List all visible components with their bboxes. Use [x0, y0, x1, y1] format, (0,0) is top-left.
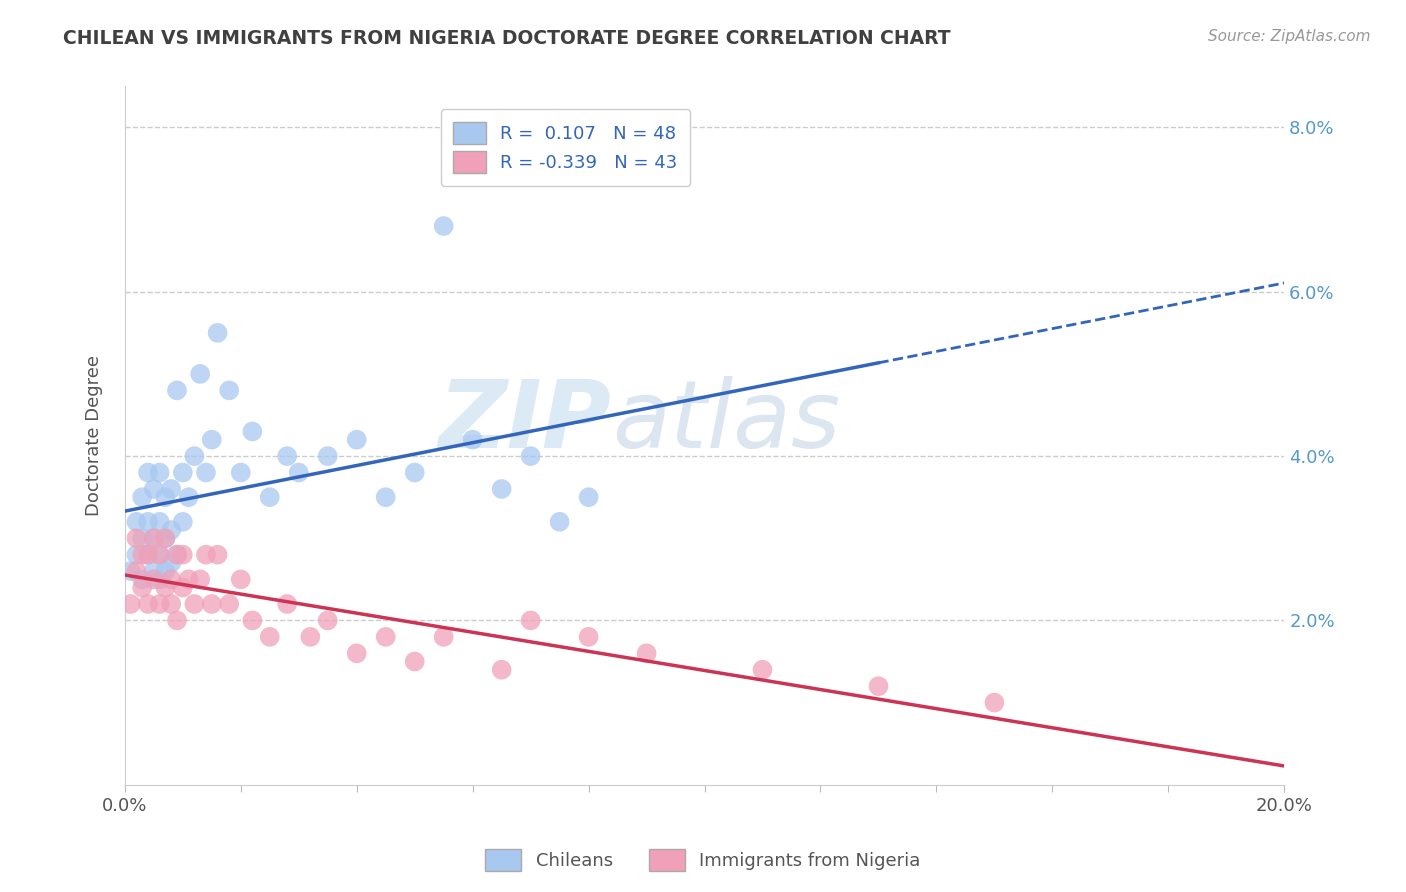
Point [172, 515, 194, 529]
Point [172, 466, 194, 480]
Point [120, 564, 142, 578]
Point [461, 433, 484, 447]
Point [131, 548, 153, 562]
Point [120, 597, 142, 611]
Point [183, 449, 205, 463]
Y-axis label: Doctorate Degree: Doctorate Degree [86, 355, 103, 516]
Point [160, 597, 183, 611]
Point [229, 466, 252, 480]
Point [136, 515, 159, 529]
Point [136, 548, 159, 562]
Point [374, 490, 396, 504]
Point [218, 597, 240, 611]
Point [131, 490, 153, 504]
Point [142, 531, 165, 545]
Point [155, 564, 177, 578]
Point [149, 597, 172, 611]
Text: ZIP: ZIP [439, 376, 612, 467]
Point [131, 572, 153, 586]
Point [259, 630, 281, 644]
Point [207, 326, 229, 340]
Text: atlas: atlas [612, 376, 839, 467]
Point [316, 449, 339, 463]
Point [160, 523, 183, 537]
Point [166, 548, 188, 562]
Point [136, 548, 159, 562]
Point [142, 531, 165, 545]
Point [149, 548, 172, 562]
Point [166, 384, 188, 398]
Point [404, 466, 426, 480]
Point [491, 663, 513, 677]
Point [155, 490, 177, 504]
Point [276, 449, 298, 463]
Point [160, 572, 183, 586]
Point [404, 655, 426, 669]
Point [183, 597, 205, 611]
Text: Source: ZipAtlas.com: Source: ZipAtlas.com [1208, 29, 1371, 44]
Point [346, 433, 368, 447]
Point [578, 630, 600, 644]
Point [287, 466, 309, 480]
Point [519, 614, 541, 628]
Point [136, 597, 159, 611]
Point [160, 556, 183, 570]
Point [751, 663, 773, 677]
Point [240, 614, 263, 628]
Point [155, 531, 177, 545]
Point [172, 581, 194, 595]
Legend: R =  0.107   N = 48, R = -0.339   N = 43: R = 0.107 N = 48, R = -0.339 N = 43 [440, 110, 690, 186]
Point [983, 696, 1005, 710]
Point [166, 548, 188, 562]
Point [207, 548, 229, 562]
Point [149, 466, 172, 480]
Point [519, 449, 541, 463]
Point [316, 614, 339, 628]
Point [136, 466, 159, 480]
Point [346, 646, 368, 660]
Point [166, 614, 188, 628]
Point [131, 531, 153, 545]
Point [259, 490, 281, 504]
Point [188, 367, 211, 381]
Point [177, 572, 200, 586]
Point [868, 679, 890, 693]
Point [276, 597, 298, 611]
Point [172, 548, 194, 562]
Point [149, 515, 172, 529]
Point [155, 531, 177, 545]
Point [125, 515, 148, 529]
Point [201, 597, 224, 611]
Point [125, 564, 148, 578]
Point [125, 531, 148, 545]
Point [229, 572, 252, 586]
Point [491, 482, 513, 496]
Point [149, 548, 172, 562]
Point [195, 466, 218, 480]
Point [125, 548, 148, 562]
Point [149, 572, 172, 586]
Point [142, 572, 165, 586]
Point [195, 548, 218, 562]
Point [374, 630, 396, 644]
Point [131, 581, 153, 595]
Point [160, 482, 183, 496]
Point [548, 515, 571, 529]
Legend: Chileans, Immigrants from Nigeria: Chileans, Immigrants from Nigeria [478, 842, 928, 879]
Point [188, 572, 211, 586]
Point [240, 425, 263, 439]
Point [142, 482, 165, 496]
Point [578, 490, 600, 504]
Point [177, 490, 200, 504]
Point [299, 630, 322, 644]
Point [155, 581, 177, 595]
Text: CHILEAN VS IMMIGRANTS FROM NIGERIA DOCTORATE DEGREE CORRELATION CHART: CHILEAN VS IMMIGRANTS FROM NIGERIA DOCTO… [63, 29, 950, 47]
Point [142, 564, 165, 578]
Point [201, 433, 224, 447]
Point [433, 219, 456, 233]
Point [433, 630, 456, 644]
Point [636, 646, 658, 660]
Point [218, 384, 240, 398]
